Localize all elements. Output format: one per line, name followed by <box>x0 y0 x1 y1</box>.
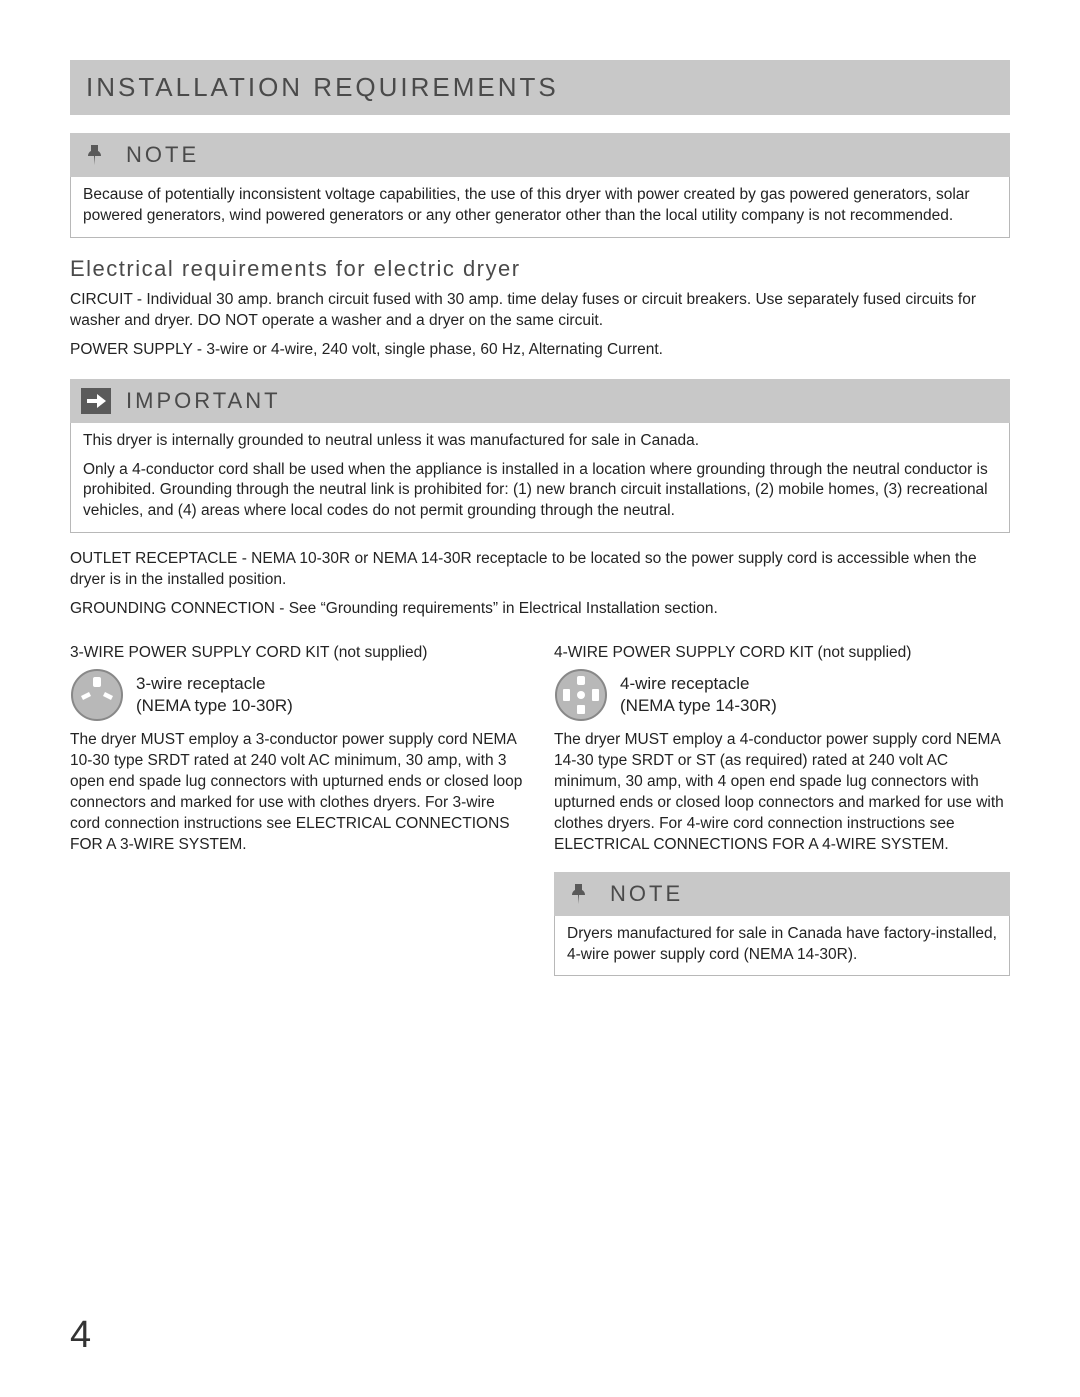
note2-header: NOTE <box>554 872 1010 916</box>
important-body: This dryer is internally grounded to neu… <box>70 423 1010 534</box>
power-paragraph: POWER SUPPLY - 3-wire or 4-wire, 240 vol… <box>70 340 1010 361</box>
outlet-label: OUTLET RECEPTACLE - <box>70 550 251 567</box>
circuit-text: Individual 30 amp. branch circuit fused … <box>70 291 976 329</box>
important-label: IMPORTANT <box>126 388 281 414</box>
wire3-line2: (NEMA type 10-30R) <box>136 696 293 715</box>
note1-label: NOTE <box>126 142 199 168</box>
note2-label: NOTE <box>610 881 683 907</box>
circuit-paragraph: CIRCUIT - Individual 30 amp. branch circ… <box>70 290 1010 332</box>
page-title: INSTALLATION REQUIREMENTS <box>86 72 559 102</box>
wire3-receptacle-label: 3-wire receptacle (NEMA type 10-30R) <box>136 673 293 717</box>
important-body-1: This dryer is internally grounded to neu… <box>83 431 997 452</box>
nema-10-30r-icon <box>70 668 124 722</box>
page-container: INSTALLATION REQUIREMENTS NOTE Because o… <box>0 0 1080 1397</box>
wire4-receptacle-row: 4-wire receptacle (NEMA type 14-30R) <box>554 668 1010 722</box>
wire3-column: 3-WIRE POWER SUPPLY CORD KIT (not suppli… <box>70 644 526 976</box>
circuit-label: CIRCUIT - <box>70 291 146 308</box>
grounding-text: See “Grounding requirements” in Electric… <box>289 600 718 617</box>
wire4-line1: 4-wire receptacle <box>620 674 749 693</box>
important-header: IMPORTANT <box>70 379 1010 423</box>
wire3-receptacle-row: 3-wire receptacle (NEMA type 10-30R) <box>70 668 526 722</box>
power-text: 3-wire or 4-wire, 240 volt, single phase… <box>206 341 663 358</box>
grounding-label: GROUNDING CONNECTION - <box>70 600 289 617</box>
wire3-line1: 3-wire receptacle <box>136 674 265 693</box>
wire4-body: The dryer MUST employ a 4-conductor powe… <box>554 730 1010 856</box>
note2-body: Dryers manufactured for sale in Canada h… <box>554 916 1010 977</box>
note1-body: Because of potentially inconsistent volt… <box>70 177 1010 238</box>
electrical-heading: Electrical requirements for electric dry… <box>70 256 1010 282</box>
note1-header: NOTE <box>70 133 1010 177</box>
important-body-2: Only a 4-conductor cord shall be used wh… <box>83 460 997 523</box>
pushpin-icon <box>564 878 596 910</box>
arrow-right-icon <box>80 385 112 417</box>
grounding-paragraph: GROUNDING CONNECTION - See “Grounding re… <box>70 599 1010 620</box>
nema-14-30r-icon <box>554 668 608 722</box>
wire4-line2: (NEMA type 14-30R) <box>620 696 777 715</box>
wire3-body: The dryer MUST employ a 3-conductor powe… <box>70 730 526 856</box>
wire3-kit-title: 3-WIRE POWER SUPPLY CORD KIT (not suppli… <box>70 644 526 662</box>
power-label: POWER SUPPLY - <box>70 341 206 358</box>
outlet-paragraph: OUTLET RECEPTACLE - NEMA 10-30R or NEMA … <box>70 549 1010 591</box>
wire4-kit-title: 4-WIRE POWER SUPPLY CORD KIT (not suppli… <box>554 644 1010 662</box>
wire4-receptacle-label: 4-wire receptacle (NEMA type 14-30R) <box>620 673 777 717</box>
page-number: 4 <box>70 1314 91 1357</box>
wire-columns: 3-WIRE POWER SUPPLY CORD KIT (not suppli… <box>70 644 1010 976</box>
pushpin-icon <box>80 139 112 171</box>
page-title-bar: INSTALLATION REQUIREMENTS <box>70 60 1010 115</box>
wire4-column: 4-WIRE POWER SUPPLY CORD KIT (not suppli… <box>554 644 1010 976</box>
